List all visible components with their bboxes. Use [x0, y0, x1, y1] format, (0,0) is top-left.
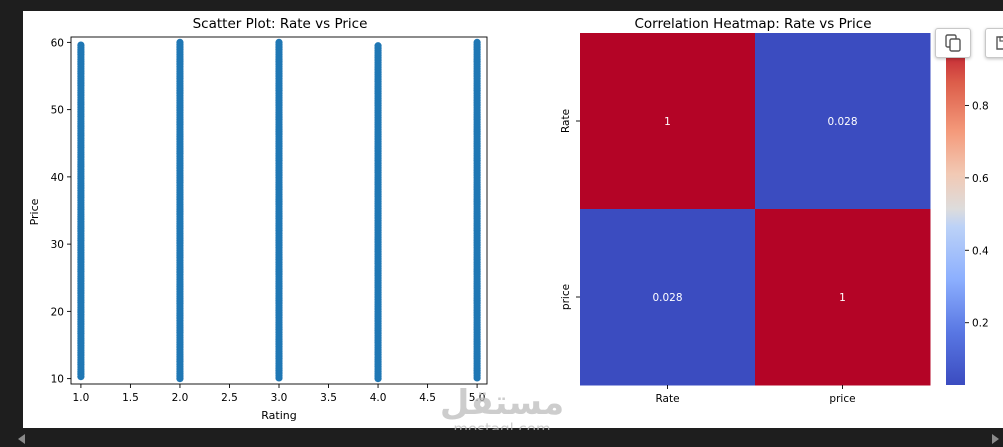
scatter-point: [473, 38, 481, 46]
y-tick-label: 40: [51, 172, 64, 184]
x-tick-label: 1.0: [73, 392, 90, 404]
colorbar-ticks: 0.2 0.4 0.6 0.8: [965, 100, 989, 330]
y-tick-label: 60: [51, 37, 64, 49]
x-tick-label: 5.0: [469, 392, 486, 404]
x-tick-label: 1.5: [122, 392, 139, 404]
scatter-points: [77, 38, 481, 383]
x-tick-label: 3.0: [271, 392, 288, 404]
heatmap-cell-value: 0.028: [652, 292, 682, 304]
heatmap-cell: [755, 33, 931, 210]
heatmap-col-label: Rate: [655, 393, 679, 405]
save-icon: [996, 36, 1003, 50]
scatter-chart: Scatter Plot: Rate vs Price 1.0 1.5 2.0 2.5…: [28, 16, 488, 422]
watermark-logo: مستقل mostaql.com: [435, 378, 570, 438]
heatmap-cell-value: 0.028: [827, 116, 857, 128]
heatmap-chart: Correlation Heatmap: Rate vs Price 1 0.02…: [560, 16, 989, 405]
scatter-xlabel: Rating: [261, 409, 296, 422]
copy-button[interactable]: [935, 28, 971, 58]
y-tick-label: 10: [51, 374, 64, 386]
figure-output: Scatter Plot: Rate vs Price 1.0 1.5 2.0 2.5…: [23, 11, 1003, 428]
heatmap-title: Correlation Heatmap: Rate vs Price: [634, 16, 871, 32]
scatter-x-ticks: 1.0 1.5 2.0 2.5 3.0 3.5 4.0 4.5 5.0: [73, 384, 486, 404]
colorbar-tick-label: 0.2: [972, 318, 989, 330]
x-tick-label: 2.5: [221, 392, 238, 404]
scatter-point: [374, 42, 382, 50]
colorbar: [946, 33, 965, 385]
x-tick-label: 4.5: [419, 392, 436, 404]
colorbar-tick-label: 0.4: [972, 245, 989, 257]
x-tick-label: 2.0: [172, 392, 189, 404]
heatmap-row-label: price: [560, 284, 572, 310]
figure-canvas: Scatter Plot: Rate vs Price 1.0 1.5 2.0 2.5…: [28, 16, 989, 422]
heatmap-cell: [580, 33, 756, 210]
heatmap-cell: [580, 209, 756, 386]
scroll-left-arrow-icon[interactable]: [18, 434, 25, 444]
watermark-arabic: مستقل: [440, 383, 564, 423]
heatmap-cells: 1 0.028 0.028 1: [580, 33, 931, 386]
scatter-point: [77, 41, 85, 49]
y-tick-label: 30: [51, 239, 64, 251]
x-tick-label: 3.5: [320, 392, 337, 404]
colorbar-tick-label: 0.6: [972, 173, 989, 185]
heatmap-cell: [755, 209, 931, 386]
colorbar-tick-label: 0.8: [972, 100, 989, 112]
scatter-ylabel: Price: [28, 198, 41, 225]
scatter-y-ticks: 10 20 30 40 50 60: [51, 37, 71, 386]
heatmap-cell-value: 1: [839, 292, 846, 304]
heatmap-cell-value: 1: [664, 116, 671, 128]
scroll-right-arrow-icon[interactable]: [992, 434, 999, 444]
horizontal-scrollbar[interactable]: [0, 430, 1003, 447]
scatter-point: [176, 38, 184, 46]
heatmap-col-label: price: [829, 393, 855, 405]
scatter-title: Scatter Plot: Rate vs Price: [193, 16, 368, 32]
save-button[interactable]: [985, 28, 1003, 58]
x-tick-label: 4.0: [370, 392, 387, 404]
heatmap-labels: Rate price Rate price: [560, 109, 856, 405]
y-tick-label: 20: [51, 306, 64, 318]
copy-icon: [945, 34, 961, 52]
heatmap-row-label: Rate: [560, 109, 572, 133]
y-tick-label: 50: [51, 105, 64, 117]
scatter-point: [275, 38, 283, 46]
